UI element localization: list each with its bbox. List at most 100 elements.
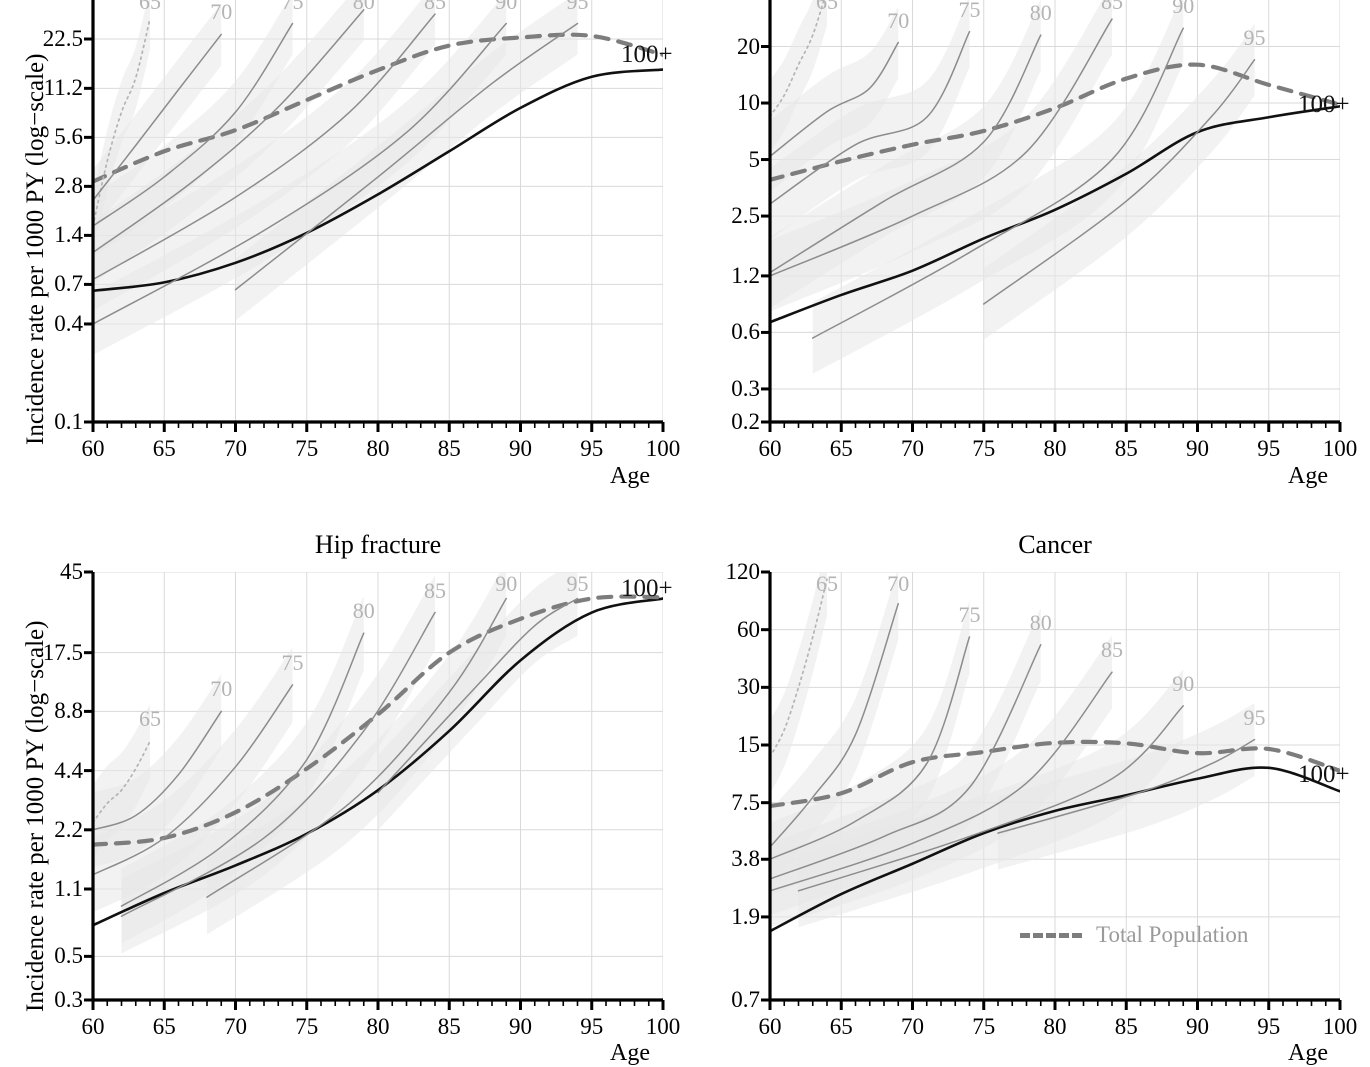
x-tick-label: 65: [829, 436, 853, 461]
y-tick-label: 5: [748, 146, 761, 172]
series-line: [93, 17, 151, 227]
panel-title-bottom-left: Hip fracture: [314, 530, 442, 559]
cohort-label-70: 70: [210, 0, 233, 25]
x-tick-label: 60: [758, 436, 782, 461]
series-line: [770, 644, 1042, 880]
y-tick-label: 3.8: [731, 846, 760, 872]
x-tick-label: 80: [1043, 436, 1067, 461]
y-tick-label: 45: [31, 0, 83, 3]
series-line: [377, 597, 579, 794]
y-tick-label: 0.3: [54, 987, 83, 1012]
y-tick-label: 1.2: [731, 262, 760, 288]
axis-bottom-right: 120 60 30 15 7.5 3.8 1.9 0.7 60 65 70 75 80 85 90 95 100…: [725, 559, 1358, 1039]
chart-panel-top-left: 45 22.5 11.2 5.6 2.8 1.4 0.7 0.4 0.160 65 70 75 80 85…: [22, 0, 680, 489]
x-tick-label: 80: [366, 436, 390, 461]
x-tick-label: 90: [1186, 1014, 1209, 1039]
y-tick-label: 17.5: [42, 639, 83, 665]
chart-panel-bottom-right: 120 60 30 15 7.5 3.8 1.9 0.7 60 65 70 75 80 85 90 95 100…: [725, 530, 1358, 1066]
x-tick-label: 70: [224, 436, 247, 461]
cohort-label-70: 70: [887, 571, 910, 596]
cohort-label-85: 85: [1101, 637, 1123, 663]
x-tick-label: 95: [1257, 1014, 1281, 1039]
series-line: [120, 611, 436, 917]
series-line: [812, 27, 1184, 339]
cohort-label-95: 95: [566, 571, 589, 596]
cohort-label-75: 75: [958, 601, 981, 627]
y-tick-label: 0.2: [731, 409, 760, 434]
cohort-label-80: 80: [352, 598, 375, 624]
y-tick-label: 40: [708, 0, 760, 3]
x-tick-label: 85: [1114, 436, 1138, 461]
x-tick-label: 95: [1257, 436, 1281, 461]
series-line: [93, 740, 151, 824]
y-tick-label: 20: [737, 33, 760, 59]
y-tick-label: 1.1: [54, 876, 83, 902]
cohort-label-75: 75: [958, 0, 981, 22]
cohort-label-100plus: 100+: [1298, 760, 1350, 788]
x-tick-label: 85: [1114, 1014, 1138, 1039]
cohort-label-75: 75: [281, 649, 304, 675]
x-tick-label: 70: [901, 1014, 924, 1039]
series-line: [770, 30, 971, 205]
x-axis-label-bottom-left: Age: [610, 1040, 650, 1066]
series-line: [206, 597, 507, 898]
series-line: [997, 738, 1256, 834]
series-line: [797, 705, 1184, 892]
y-tick-label: 0.1: [54, 409, 83, 434]
cohort-label-90: 90: [1172, 670, 1195, 696]
x-tick-label: 90: [1186, 436, 1209, 461]
y-tick-label: 2.5: [731, 203, 760, 229]
series-line: [93, 13, 436, 281]
cohort-label-95: 95: [1243, 704, 1266, 730]
series-line: [770, 41, 899, 158]
y-tick-label: 45: [60, 559, 83, 584]
plot-area-top-left: [93, 0, 663, 422]
series-line: [770, 766, 1340, 933]
x-tick-label: 75: [295, 436, 319, 461]
x-tick-label: 60: [81, 436, 105, 461]
cohort-label-100plus: 100+: [621, 574, 673, 602]
cohort-label-80: 80: [1029, 0, 1052, 26]
series-line: [770, 602, 899, 848]
cohort-label-75: 75: [281, 0, 304, 14]
cohort-label-85: 85: [424, 0, 446, 14]
y-tick-label: 0.7: [731, 987, 760, 1012]
y-tick-label: 30: [737, 674, 760, 700]
cohort-label-95: 95: [566, 0, 589, 14]
series-line: [770, 636, 971, 860]
y-tick-label: 120: [725, 559, 761, 584]
legend: Total Population: [1020, 922, 1248, 948]
chart-panel-top-right: 40 20 10 5 2.5 1.2 0.6 0.3 0.260 65 70 75 80 85 90 95 10…: [708, 0, 1357, 489]
y-tick-label: 10: [737, 90, 760, 116]
plot-area-bottom-left: [93, 572, 663, 1000]
x-tick-label: 65: [152, 436, 176, 461]
axis-rules: [761, 570, 1342, 1010]
chart-panel-bottom-left: 45 17.5 8.8 4.4 2.2 1.1 0.5 0.3 60 65 70 75 80 85 90 95…: [22, 530, 680, 1066]
x-tick-label: 70: [901, 436, 924, 461]
series-line: [770, 578, 828, 758]
cohort-label-80: 80: [352, 0, 375, 14]
series-line: [93, 597, 663, 927]
cohort-label-85: 85: [1101, 0, 1123, 14]
y-tick-label: 1.4: [54, 222, 83, 248]
series-line: [93, 33, 222, 202]
y-tick-label: 7.5: [731, 789, 760, 815]
plot-area-top-right: [770, 0, 1340, 422]
plot-canvas: [770, 572, 1340, 1000]
y-tick-label: 2.8: [54, 173, 83, 199]
series-line: [234, 22, 579, 291]
x-axis-label-bottom-right: Age: [1288, 1040, 1328, 1066]
plot-canvas: [93, 0, 663, 422]
y-tick-label: 11.2: [43, 75, 83, 101]
plot-area-bottom-right: [770, 572, 1340, 1000]
panel-title-bottom-right: Cancer: [1018, 530, 1092, 559]
y-tick-label: 8.8: [54, 698, 83, 724]
cohort-label-90: 90: [1172, 0, 1195, 19]
x-axis-label-top-left: Age: [610, 463, 650, 489]
plot-canvas: [93, 572, 663, 1000]
series-line: [770, 34, 1042, 274]
cohort-label-95: 95: [1243, 24, 1266, 50]
legend-dash-swatch: [1020, 932, 1082, 938]
x-tick-label: 100: [1322, 1014, 1358, 1039]
y-tick-label: 0.6: [731, 319, 760, 345]
